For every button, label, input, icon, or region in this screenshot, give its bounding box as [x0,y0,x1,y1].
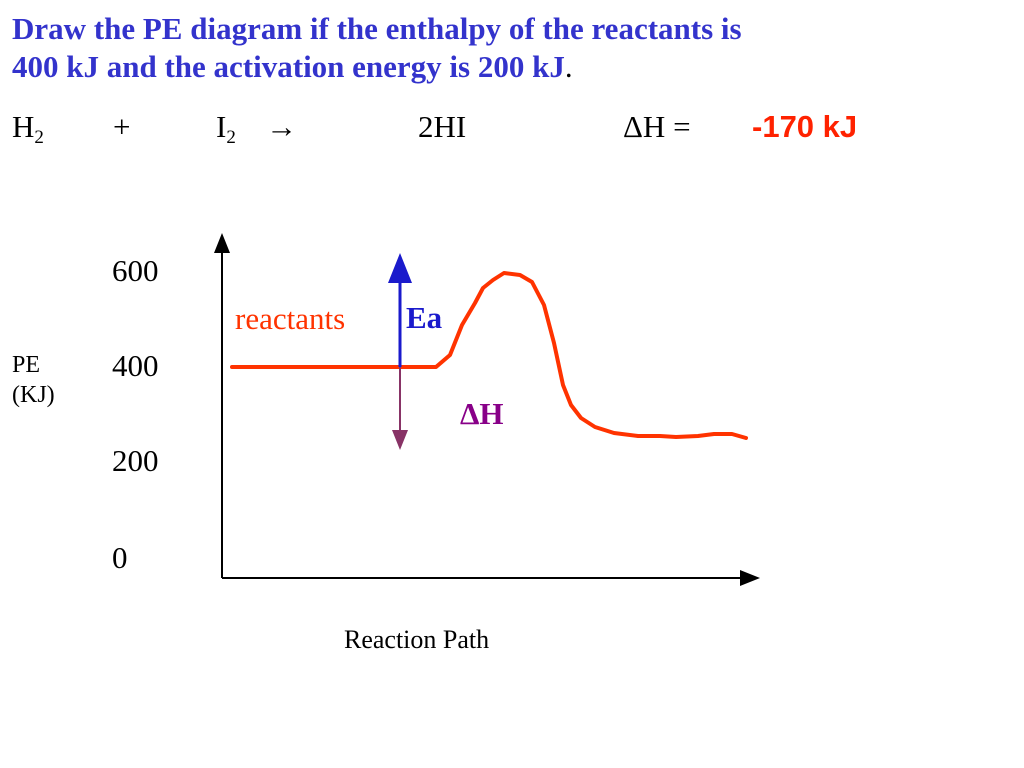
y-tick-0: 0 [112,540,128,575]
equation-reactant-i2: I2 [216,109,236,148]
question-line-1: Draw the PE diagram if the enthalpy of t… [12,11,742,46]
reactants-label: reactants [235,301,346,336]
x-axis-label: Reaction Path [344,625,490,654]
ea-label: Ea [406,300,443,335]
y-tick-400: 400 [112,348,159,383]
energy-curve [230,271,748,440]
y-axis-label: PE (KJ) [12,352,55,408]
question-text: Draw the PE diagram if the enthalpy of t… [12,10,1012,86]
equation-delta-h-value: -170 kJ [752,109,858,144]
question-line-2: 400 kJ and the activation energy is 200 … [12,49,565,84]
equation-arrow: → [266,109,297,144]
equation-plus: + [113,109,131,144]
equation-reactant-h2: H2 [12,109,44,148]
y-tick-200: 200 [112,443,159,478]
question-period: . [564,49,573,84]
equation-delta-h-label: ΔH = [623,109,691,144]
equation-product: 2HI [418,109,467,144]
y-tick-600: 600 [112,253,159,288]
delta-h-label: ΔH [460,396,504,431]
